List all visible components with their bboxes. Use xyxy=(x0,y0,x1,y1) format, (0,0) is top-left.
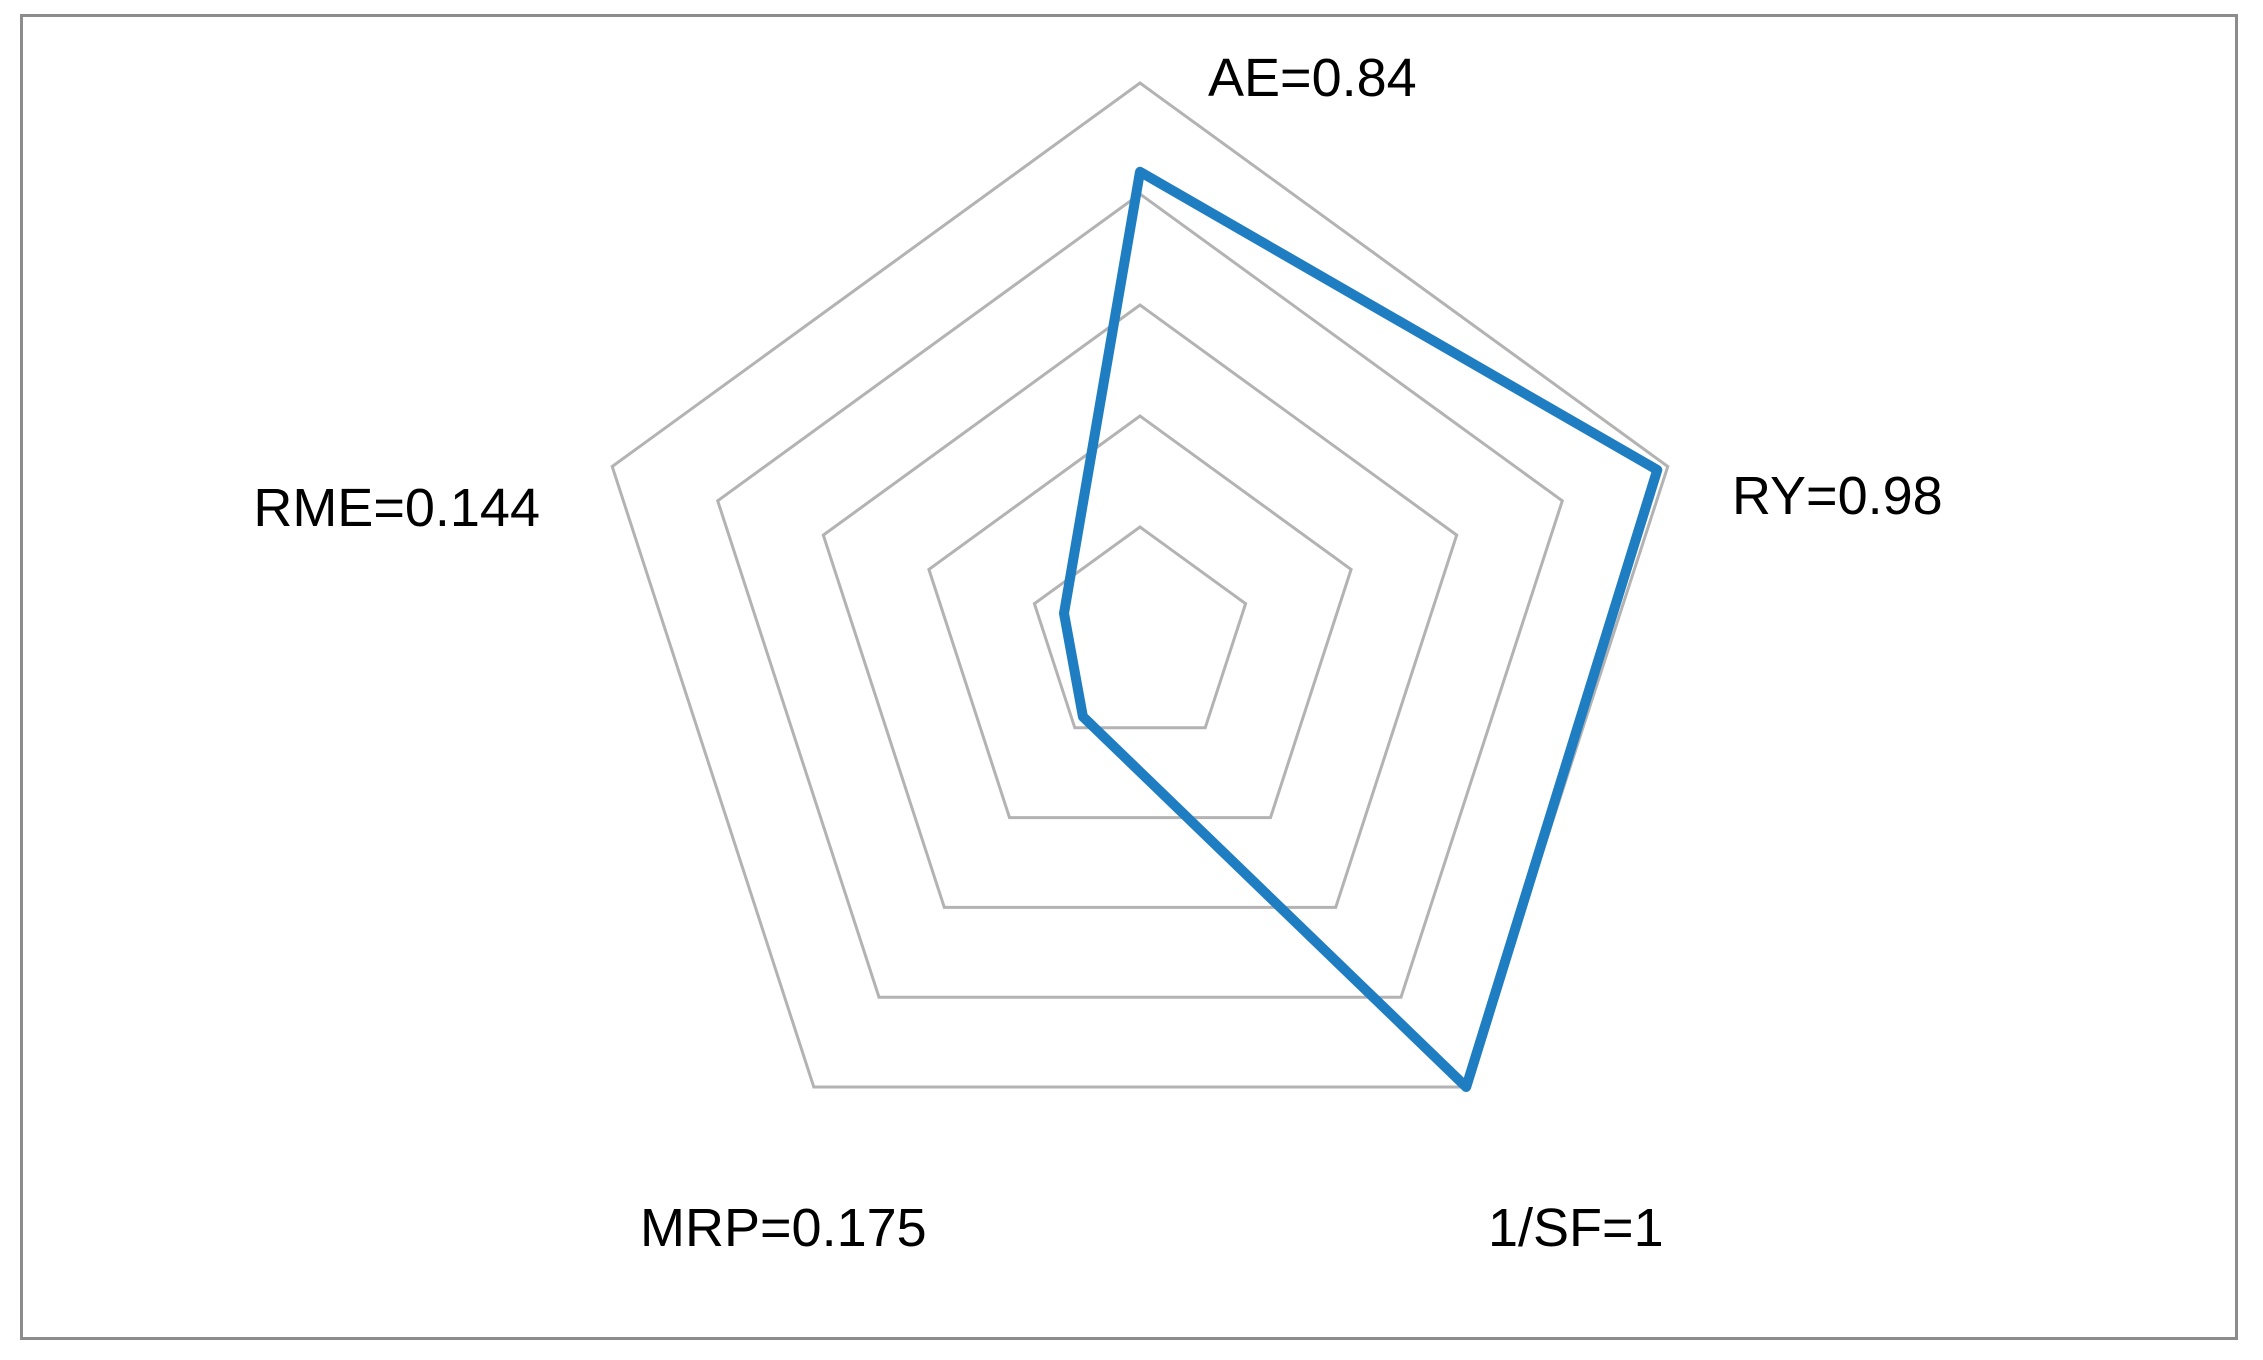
axis-label-sf: 1/SF=1 xyxy=(1488,1198,1664,1258)
radar-series xyxy=(1059,166,1663,1092)
grid-ring-2 xyxy=(927,414,1353,820)
axis-label-ae: AE=0.84 xyxy=(1208,48,1417,108)
axis-labels: AE=0.84 RY=0.98 1/SF=1 MRP=0.175 RME=0.1… xyxy=(253,48,1942,1258)
grid-ring-4 xyxy=(715,192,1565,999)
radar-grid xyxy=(610,81,1670,1089)
grid-ring-5 xyxy=(610,81,1670,1089)
axis-label-ry: RY=0.98 xyxy=(1732,466,1943,526)
grid-ring-1 xyxy=(1032,525,1248,730)
axis-label-rme: RME=0.144 xyxy=(253,478,540,538)
grid-ring-3 xyxy=(821,303,1459,909)
series-line xyxy=(1059,166,1663,1092)
axis-label-mrp: MRP=0.175 xyxy=(640,1198,927,1258)
